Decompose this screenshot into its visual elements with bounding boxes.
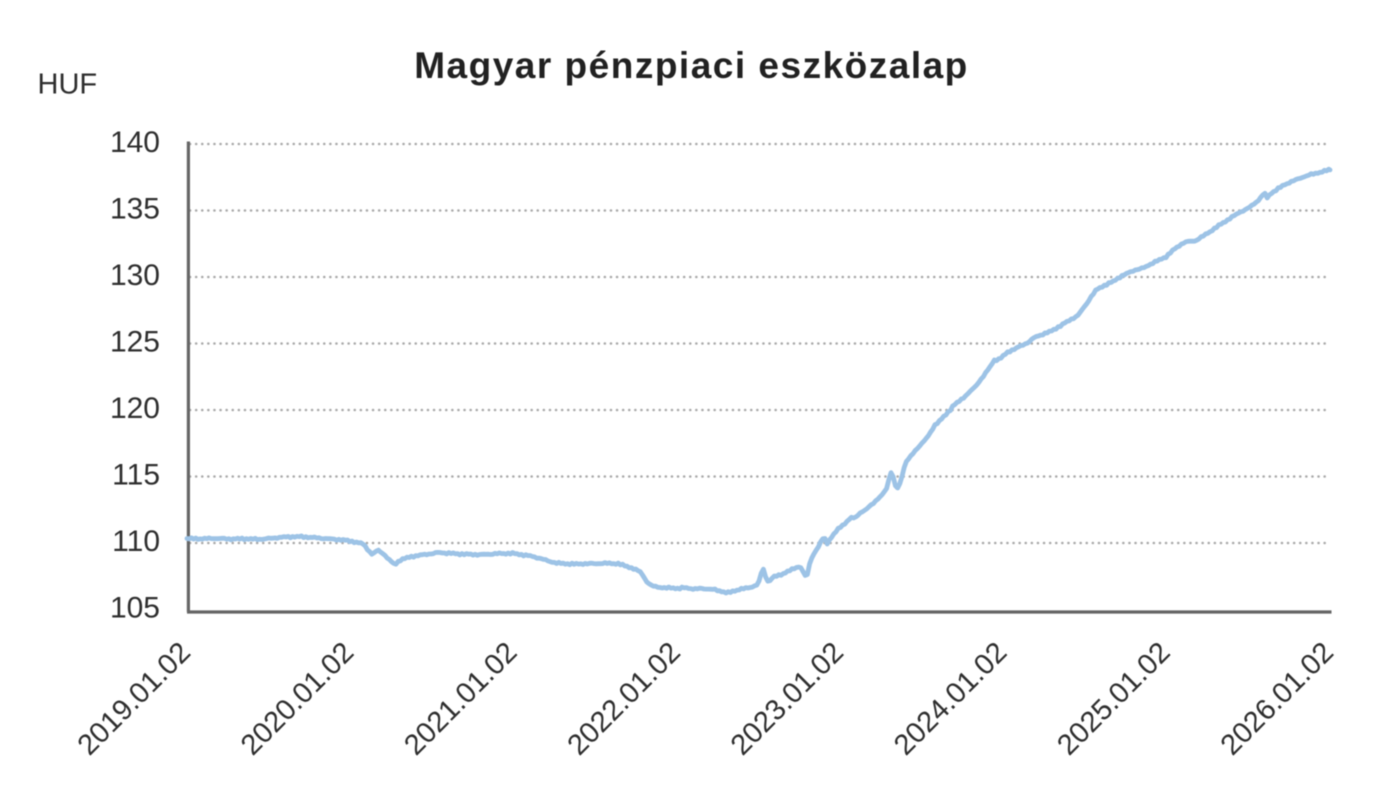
svg-text:115: 115 — [112, 459, 160, 492]
svg-text:110: 110 — [112, 525, 160, 558]
svg-text:130: 130 — [110, 259, 160, 292]
svg-text:120: 120 — [110, 392, 160, 425]
svg-text:125: 125 — [110, 326, 160, 359]
svg-text:105: 105 — [110, 592, 160, 625]
svg-text:135: 135 — [110, 193, 160, 226]
svg-text:Magyar pénzpiaci eszközalap: Magyar pénzpiaci eszközalap — [414, 45, 969, 86]
svg-text:HUF: HUF — [38, 69, 98, 101]
svg-text:140: 140 — [110, 126, 160, 159]
